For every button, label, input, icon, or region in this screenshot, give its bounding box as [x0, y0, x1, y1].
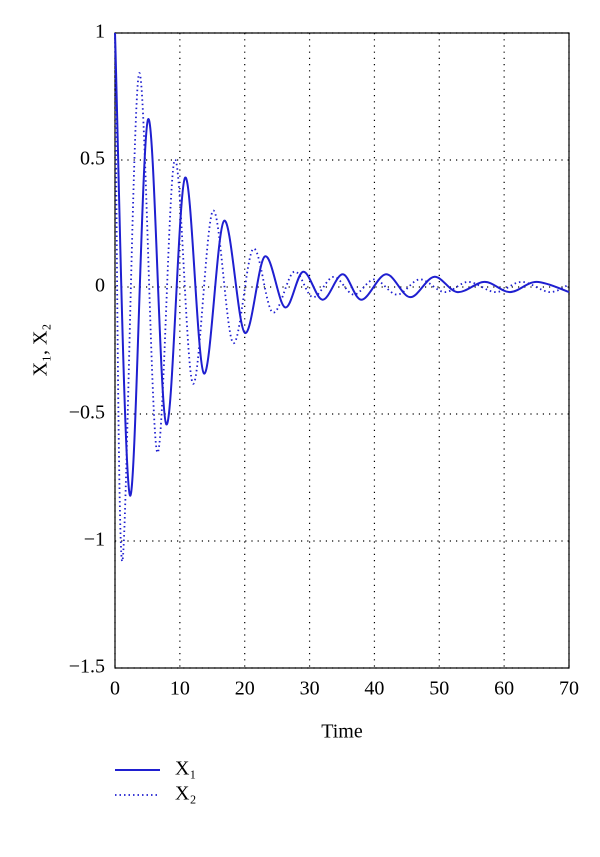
x-tick-label: 0: [110, 678, 120, 700]
y-tick-label: 1: [95, 21, 105, 43]
y-axis-label: X₁, X₂: [30, 324, 52, 377]
x-tick-label: 40: [364, 678, 384, 700]
legend-label: X₂: [175, 783, 196, 805]
x-tick-label: 10: [170, 678, 190, 700]
y-tick-label: −0.5: [69, 402, 105, 424]
x-axis-label: Time: [321, 721, 363, 743]
x-tick-label: 30: [300, 678, 320, 700]
y-tick-label: 0.5: [80, 148, 105, 170]
x-tick-label: 70: [559, 678, 579, 700]
x-tick-label: 50: [429, 678, 449, 700]
plot-frame: [114, 32, 570, 669]
legend-label: X₁: [175, 758, 196, 780]
y-tick-label: −1: [84, 529, 105, 551]
y-tick-label: −1.5: [69, 656, 105, 678]
x-tick-label: 20: [235, 678, 255, 700]
series-line: [114, 32, 570, 563]
series-line: [114, 32, 570, 497]
x-tick-label: 60: [494, 678, 514, 700]
y-tick-label: 0: [95, 275, 105, 297]
